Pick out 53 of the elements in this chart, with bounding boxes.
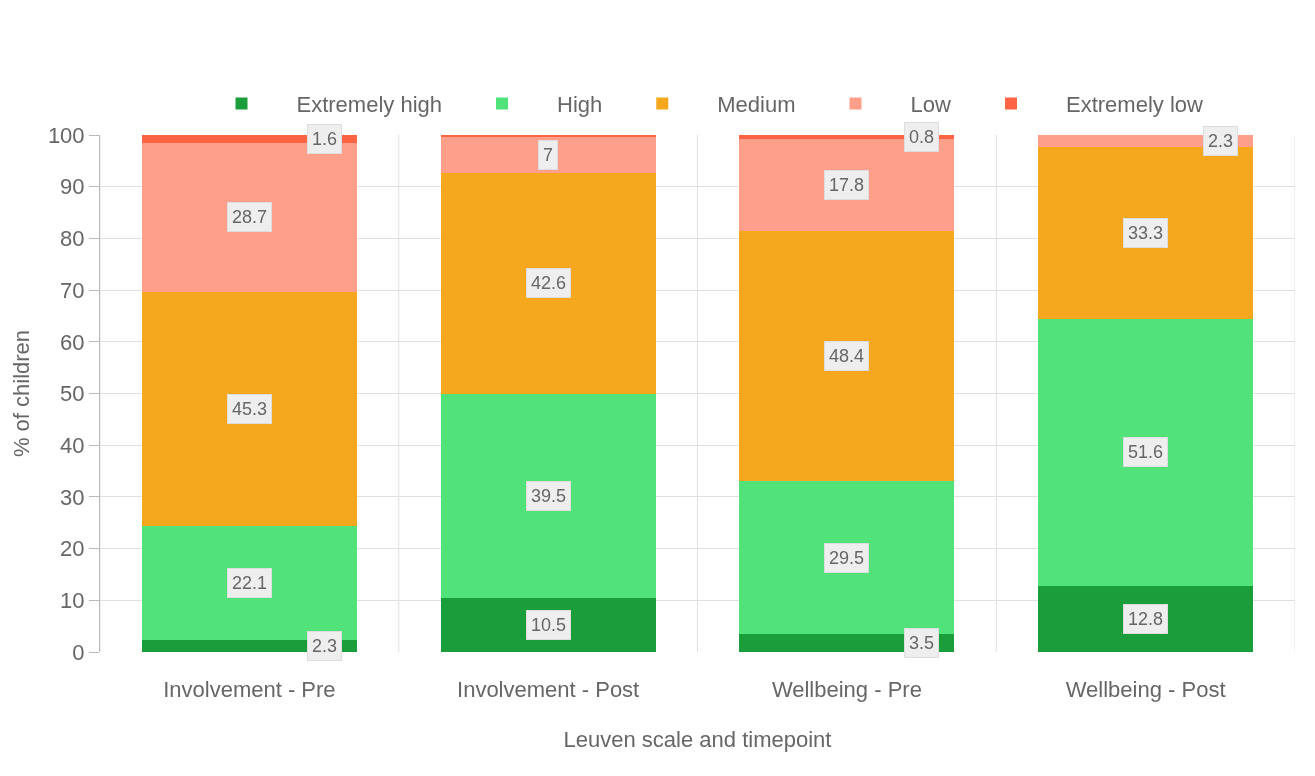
data-label: 17.8 — [829, 175, 865, 195]
y-tick-label: 90 — [60, 174, 85, 200]
legend-label: Extremely low — [1065, 92, 1204, 118]
data-label: 33.3 — [1128, 223, 1164, 243]
data-label: 42.6 — [531, 273, 567, 293]
data-label: 51.6 — [1128, 442, 1164, 462]
data-label: 2.3 — [1208, 131, 1234, 151]
bar — [440, 597, 656, 652]
y-axis-title: % of children — [8, 329, 34, 458]
y-tick-label: 20 — [60, 536, 85, 562]
legend-label: High — [557, 92, 603, 118]
data-label: 39.5 — [531, 486, 567, 506]
data-label: 22.1 — [232, 573, 268, 593]
bar — [141, 525, 357, 641]
y-tick-label: 50 — [60, 381, 85, 407]
y-tick-label: 80 — [60, 226, 85, 252]
y-tick-label: 70 — [60, 277, 85, 303]
bar — [440, 137, 656, 174]
x-tick-label: Involvement - Post — [457, 677, 640, 702]
legend-label: Medium — [717, 92, 796, 118]
bar — [1038, 585, 1254, 652]
bar — [440, 173, 656, 394]
bar — [141, 143, 357, 292]
x-tick-label: Involvement - Pre — [163, 677, 336, 702]
x-tick-label: Wellbeing - Pre — [771, 677, 922, 702]
bar — [440, 393, 656, 598]
y-tick-label: 30 — [60, 484, 85, 510]
x-axis-title: Leuven scale and timepoint — [563, 726, 832, 752]
data-label: 12.8 — [1128, 609, 1164, 629]
x-tick-label: Wellbeing - Post — [1065, 677, 1226, 702]
y-tick-label: 0 — [72, 639, 85, 665]
bar — [440, 135, 656, 138]
y-tick-label: 10 — [60, 588, 85, 613]
data-label: 28.7 — [232, 207, 268, 227]
bar — [739, 481, 955, 634]
data-label: 7 — [543, 145, 554, 165]
y-tick-label: 100 — [47, 122, 85, 148]
legend-label: Extremely high — [296, 92, 443, 118]
data-label: 29.5 — [829, 548, 865, 568]
data-label: 0.8 — [909, 127, 935, 147]
legend-label: Low — [910, 92, 951, 118]
data-label: 2.3 — [312, 636, 338, 656]
bar — [141, 291, 357, 526]
data-label: 3.5 — [909, 633, 935, 653]
bar — [1038, 146, 1254, 320]
data-label: 45.3 — [232, 399, 268, 419]
bar — [739, 231, 955, 482]
data-label: 1.6 — [312, 129, 338, 149]
data-label: 48.4 — [829, 346, 865, 366]
data-label: 10.5 — [531, 615, 567, 635]
y-tick-label: 60 — [60, 329, 85, 355]
bar — [1038, 319, 1254, 586]
y-tick-label: 40 — [60, 432, 85, 458]
